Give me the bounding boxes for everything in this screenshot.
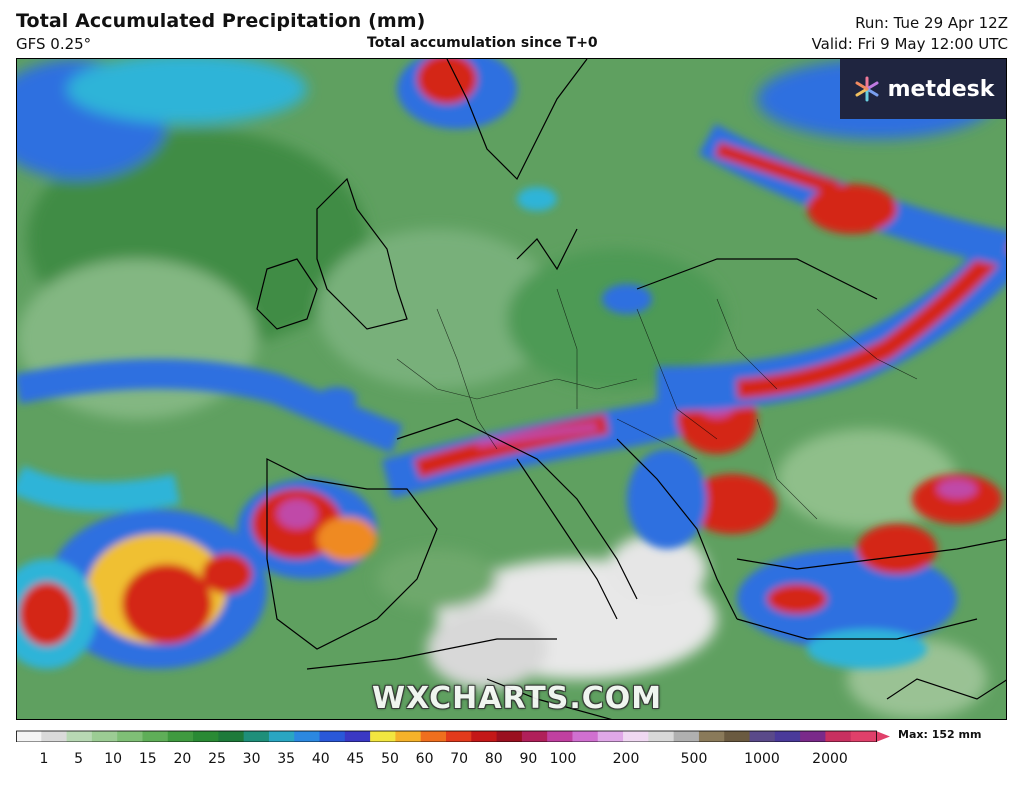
color-scale-tick-label: 80: [484, 751, 503, 767]
color-scale-tick-label: 30: [242, 751, 261, 767]
precip-field-bands: [17, 59, 1006, 669]
color-scale-swatch: [547, 731, 573, 742]
metdesk-star-icon: [855, 76, 879, 102]
color-scale-tick-label: 1000: [744, 751, 780, 767]
color-scale-swatch: [243, 731, 270, 742]
color-scale-swatch: [420, 731, 447, 742]
color-scale-swatch: [268, 731, 295, 742]
color-scale-tick-label: 70: [450, 751, 469, 767]
color-scale-swatch: [344, 731, 371, 742]
run-label: Run: Tue 29 Apr 12Z: [855, 14, 1008, 32]
color-scale-swatch: [521, 731, 548, 742]
chart-subtitle: Total accumulation since T+0: [367, 35, 598, 51]
color-scale-tick-label: 60: [415, 751, 434, 767]
color-scale-tick-label: 25: [208, 751, 226, 767]
color-scale-swatch: [698, 731, 725, 742]
logo-text: metdesk: [887, 76, 995, 102]
max-label: Max: 152 mm: [898, 728, 982, 741]
color-scale-swatch: [395, 731, 422, 742]
color-scale-tick-label: 5: [74, 751, 84, 767]
map-canvas: [17, 59, 1006, 719]
model-label: GFS 0.25°: [16, 35, 92, 53]
watermark: WXCHARTS.COM: [372, 681, 663, 716]
color-scale-swatch: [825, 731, 852, 742]
color-scale-swatch: [496, 731, 523, 742]
color-scale-swatch: [294, 731, 321, 742]
color-scale-tick-label: 500: [680, 751, 708, 767]
color-scale-tick-label: 90: [519, 751, 538, 767]
color-scale-swatch: [673, 731, 700, 742]
valid-label: Valid: Fri 9 May 12:00 UTC: [811, 35, 1008, 53]
color-scale-tick-label: 1: [39, 751, 49, 767]
color-scale-swatch: [193, 731, 219, 742]
precip-field-base: [17, 59, 997, 719]
color-scale-swatch: [800, 731, 826, 742]
color-scale-outline: [16, 730, 877, 742]
color-scale-swatch: [850, 731, 877, 742]
color-scale-swatch: [167, 731, 194, 742]
color-scale-bar: [16, 730, 890, 742]
color-scale-swatch: [648, 731, 675, 742]
color-scale-swatch: [774, 731, 801, 742]
color-scale-swatch: [16, 731, 42, 742]
chart-title: Total Accumulated Precipitation (mm): [16, 10, 426, 32]
metdesk-logo: metdesk: [840, 59, 1006, 119]
coastlines: [256, 59, 1006, 719]
color-scale-swatch: [724, 731, 751, 742]
color-scale-swatch: [319, 731, 346, 742]
color-scale-tick-label: 20: [173, 751, 192, 767]
color-scale-swatch: [117, 731, 143, 742]
color-scale-swatch: [41, 731, 68, 742]
color-scale-swatch: [446, 731, 472, 742]
color-scale-swatch: [471, 731, 498, 742]
color-scale-swatch: [142, 731, 169, 742]
color-scale-swatch: [623, 731, 649, 742]
country-borders: [396, 288, 918, 520]
color-scale-tick-label: 2000: [812, 751, 848, 767]
color-scale-tick-label: 35: [277, 751, 296, 767]
color-scale-tick-label: 200: [612, 751, 640, 767]
color-scale-swatch: [597, 731, 624, 742]
color-scale-swatch: [218, 731, 245, 742]
color-scale-swatch: [91, 731, 118, 742]
color-scale-tick-label: 40: [311, 751, 330, 767]
color-scale-swatch: [572, 731, 599, 742]
color-scale-tick-label: 15: [138, 751, 157, 767]
color-scale-tick-label: 10: [104, 751, 123, 767]
color-scale-swatch: [749, 731, 776, 742]
color-scale-swatch: [370, 731, 396, 742]
color-scale-tick-label: 100: [549, 751, 577, 767]
precipitation-map: metdesk WXCHARTS.COM: [16, 58, 1007, 720]
color-scale-arrow: [876, 731, 890, 742]
color-scale-swatch: [66, 731, 93, 742]
color-scale-tick-label: 45: [346, 751, 365, 767]
color-scale-tick-label: 50: [381, 751, 399, 767]
